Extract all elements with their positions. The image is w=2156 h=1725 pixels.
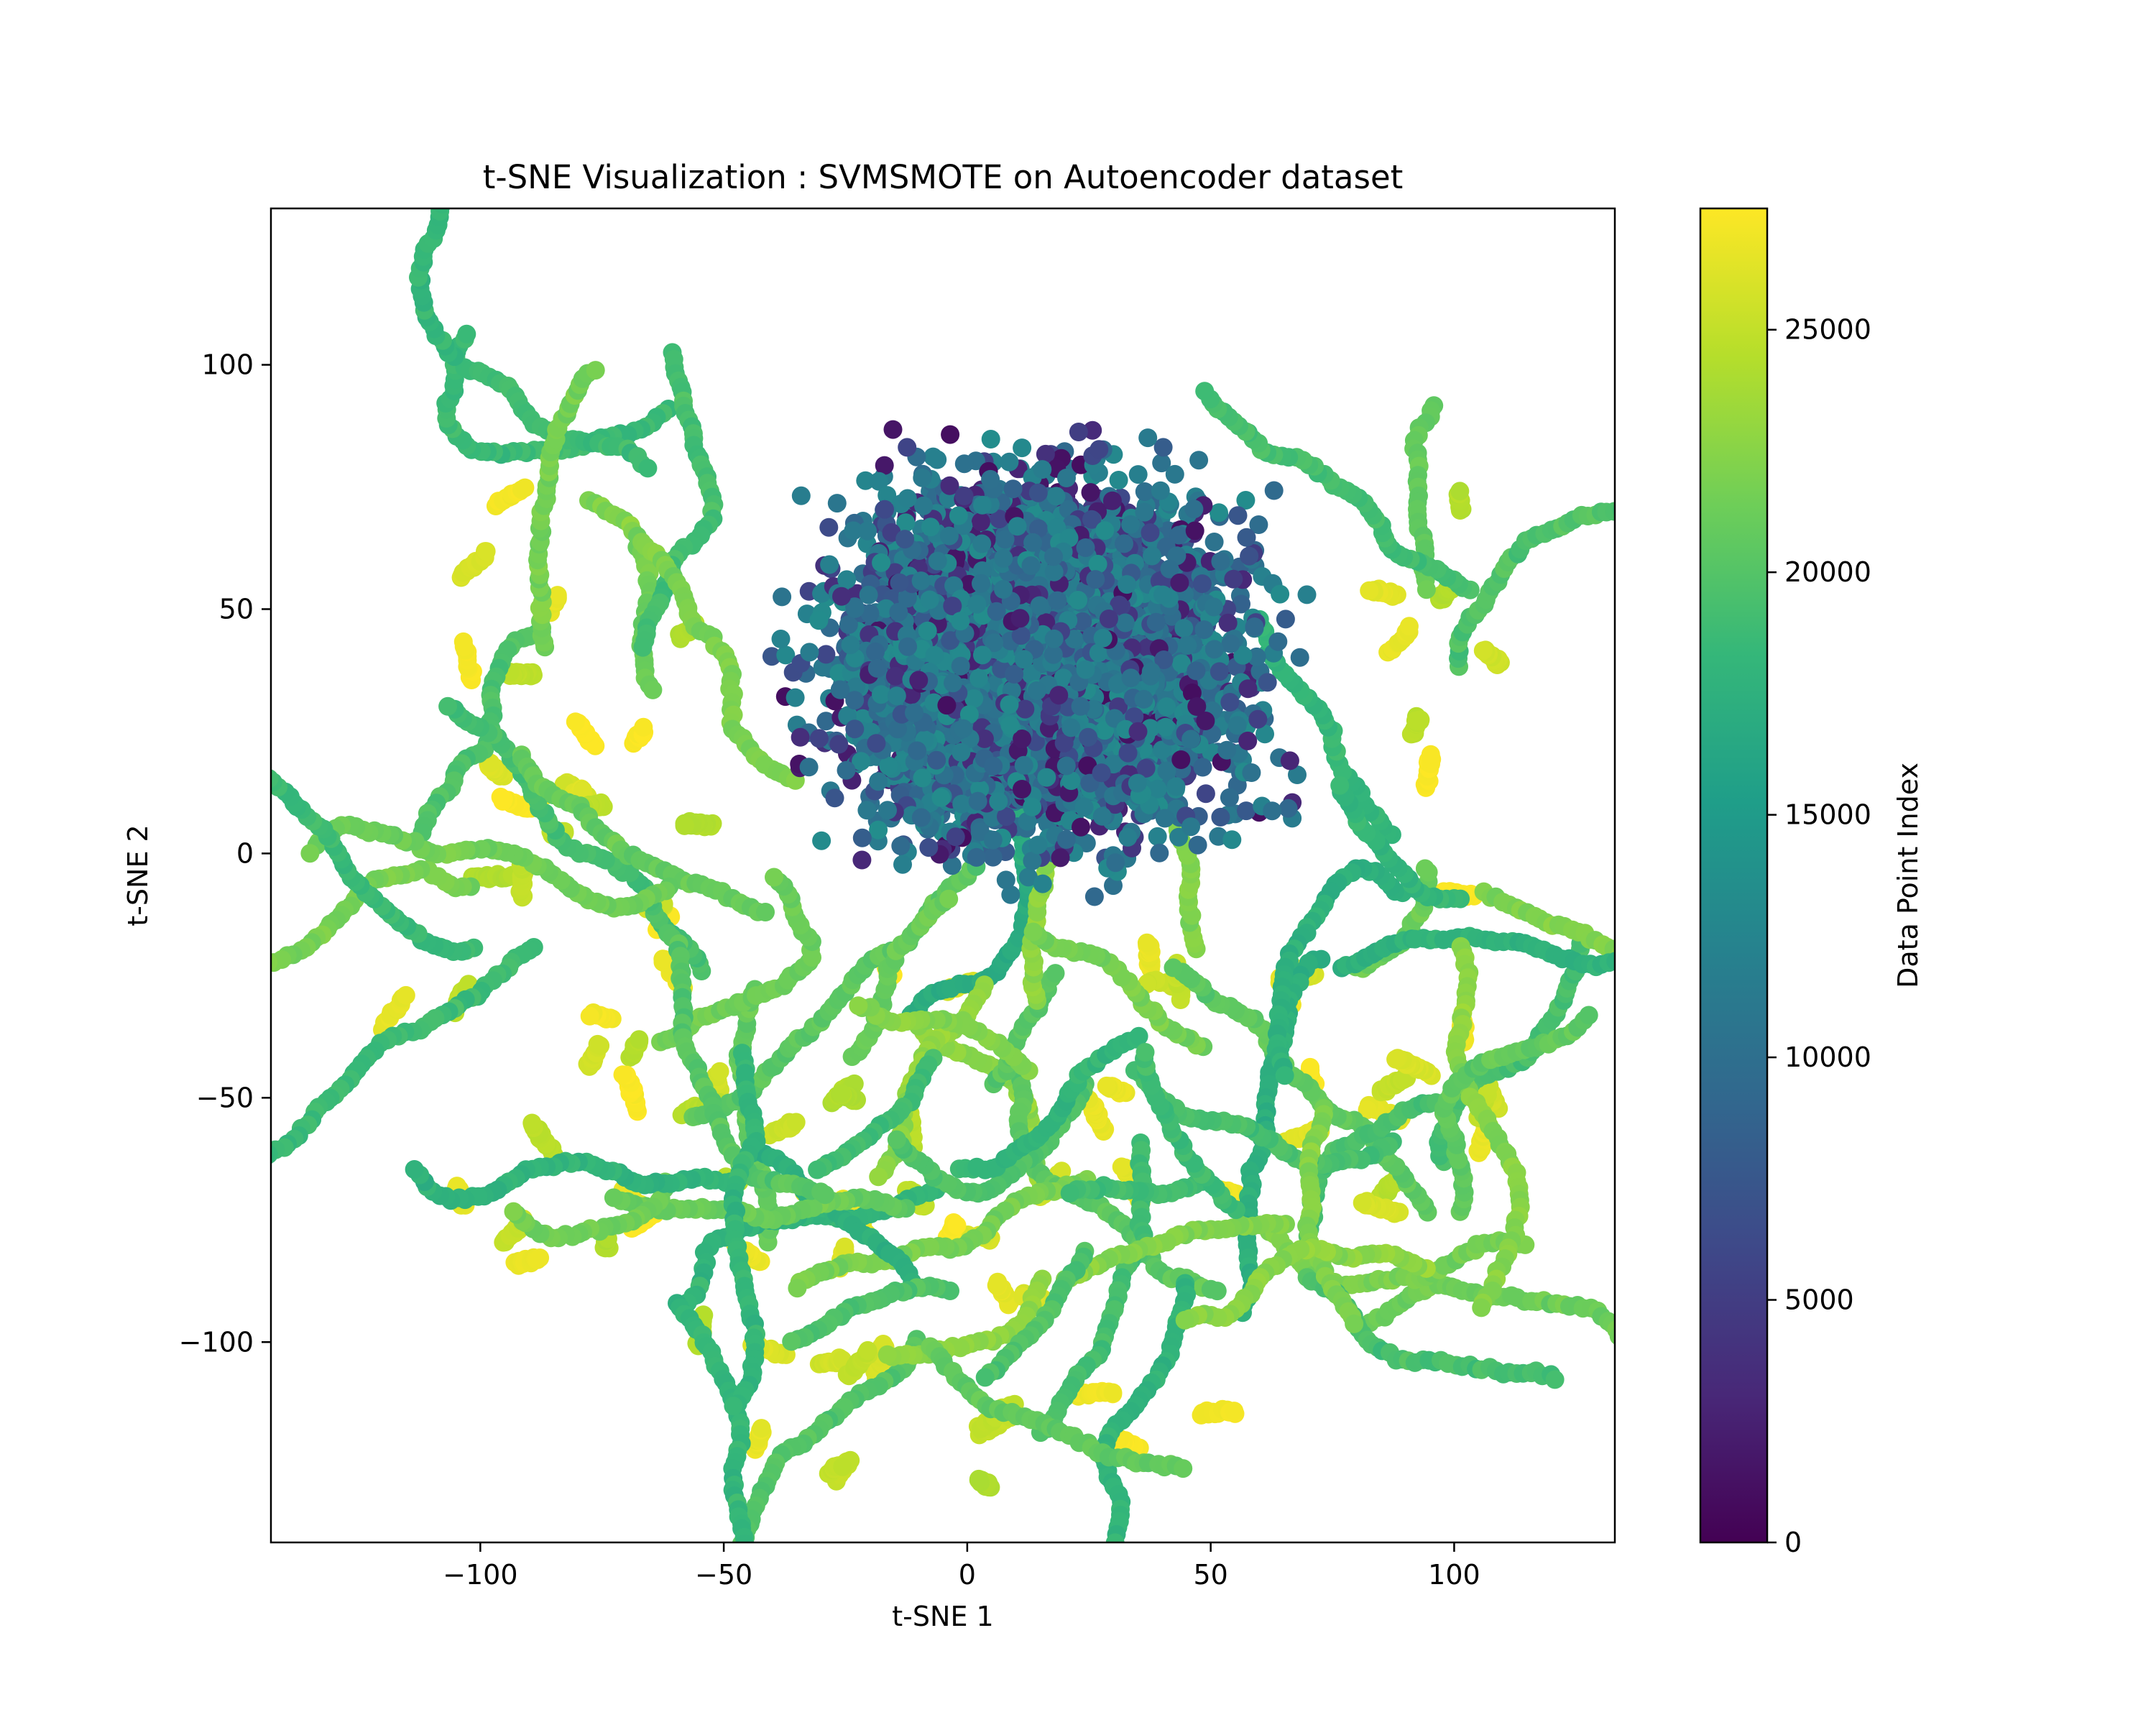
data-point	[786, 1113, 806, 1132]
data-point	[638, 459, 658, 478]
data-point	[566, 712, 585, 732]
data-point	[975, 1368, 995, 1387]
data-point	[1175, 1310, 1194, 1330]
data-point	[1473, 641, 1493, 661]
data-point	[1129, 1026, 1148, 1046]
data-point	[1204, 533, 1224, 551]
data-point	[1135, 1043, 1155, 1062]
data-point	[887, 1130, 906, 1149]
data-point	[1360, 581, 1379, 600]
data-point	[1023, 922, 1043, 942]
data-point	[1545, 1370, 1565, 1389]
data-point	[875, 456, 894, 475]
data-point	[1060, 1184, 1079, 1203]
data-point	[1290, 648, 1309, 667]
data-point	[1195, 382, 1215, 401]
data-point	[580, 1006, 599, 1026]
data-point	[405, 1160, 424, 1179]
data-point	[457, 324, 476, 344]
data-point	[1399, 617, 1419, 636]
data-point	[858, 1340, 877, 1360]
data-point	[981, 430, 1000, 448]
data-point	[504, 1202, 523, 1221]
data-point	[1579, 1006, 1598, 1025]
data-point	[604, 1188, 623, 1208]
data-point	[634, 717, 653, 737]
data-point	[453, 632, 473, 651]
data-point	[1297, 585, 1317, 604]
data-point	[1207, 1282, 1227, 1301]
data-point	[939, 889, 959, 908]
scatter-points	[271, 208, 1615, 1542]
data-point	[969, 1469, 988, 1489]
data-point	[1411, 710, 1430, 730]
data-point	[883, 420, 903, 439]
data-point	[765, 868, 783, 887]
data-point	[877, 1345, 897, 1364]
data-point	[849, 996, 868, 1016]
data-point	[1415, 859, 1434, 878]
data-point	[947, 1216, 967, 1235]
data-point	[515, 478, 535, 497]
data-point	[300, 844, 320, 863]
data-point	[1345, 1314, 1364, 1333]
data-point	[630, 1030, 649, 1049]
data-point	[724, 1397, 743, 1416]
data-point	[1103, 1383, 1123, 1402]
data-point	[1164, 958, 1183, 978]
data-point	[1301, 1057, 1319, 1077]
data-point	[633, 638, 653, 657]
data-point	[1472, 1298, 1491, 1317]
data-point	[548, 586, 567, 605]
data-point	[1097, 1076, 1116, 1095]
data-point	[1330, 776, 1350, 795]
data-point	[613, 1065, 632, 1085]
data-point	[396, 985, 415, 1005]
data-point	[522, 1113, 542, 1133]
data-point	[586, 361, 605, 380]
data-point	[1353, 1193, 1372, 1213]
data-point	[869, 1167, 888, 1187]
data-point	[782, 1332, 801, 1351]
data-point	[1174, 1459, 1193, 1478]
data-point	[1386, 1049, 1406, 1069]
data-point	[816, 1185, 835, 1205]
data-point	[1275, 1066, 1294, 1085]
data-point	[808, 1160, 827, 1179]
data-point	[833, 1457, 852, 1476]
data-point	[1225, 1402, 1244, 1421]
data-point	[530, 1248, 550, 1267]
data-point	[941, 425, 960, 444]
data-point	[831, 1084, 851, 1103]
chart-title: t-SNE Visualization : SVMSMOTE on Autoen…	[483, 158, 1404, 196]
data-point	[1450, 482, 1470, 501]
data-point	[710, 1062, 729, 1081]
data-point	[988, 1272, 1008, 1292]
data-point	[1112, 1157, 1131, 1177]
data-point	[1421, 745, 1440, 764]
data-point	[1137, 933, 1156, 952]
data-point	[1105, 1533, 1125, 1542]
data-point	[438, 696, 458, 716]
data-point	[835, 1237, 854, 1256]
data-point	[588, 1034, 607, 1054]
data-point	[491, 787, 510, 806]
data-point	[655, 949, 674, 969]
data-point	[675, 816, 694, 835]
data-point	[752, 1419, 771, 1438]
data-point	[1358, 1100, 1377, 1119]
data-point	[476, 542, 496, 561]
data-point	[756, 903, 775, 921]
data-point	[643, 680, 663, 699]
data-point	[788, 1279, 807, 1298]
data-point	[1416, 580, 1436, 599]
data-point	[1046, 964, 1065, 983]
